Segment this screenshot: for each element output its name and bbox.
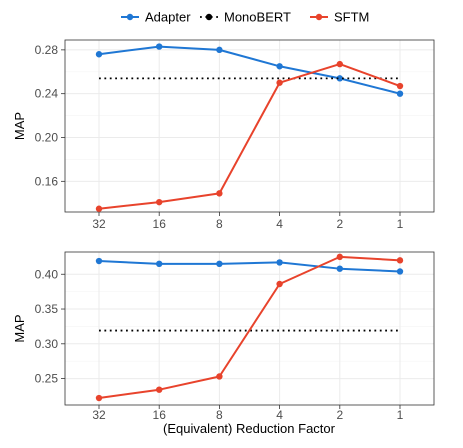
data-point-sftm [95, 205, 103, 212]
y-tick-label: 0.20 [35, 131, 59, 145]
legend-label-monobert: MonoBERT [224, 10, 291, 25]
data-point-sftm [156, 386, 163, 393]
legend-label-adapter: Adapter [145, 10, 191, 25]
chart-panel-bottom: 0.25 0.30 0.35 0.40 32 16 8 4 2 1 MAP [12, 251, 435, 422]
data-point-sftm [396, 257, 404, 264]
legend-marker-adapter [126, 13, 134, 21]
series-line-sftm [98, 255, 401, 400]
series-line-sftm [98, 63, 401, 210]
legend-label-sftm: SFTM [334, 10, 369, 25]
x-tick-label: 2 [336, 217, 343, 231]
x-tick-label: 16 [153, 408, 167, 422]
data-point-adapter [396, 90, 404, 97]
x-tick-label: 8 [216, 217, 223, 231]
panel-border [64, 39, 435, 213]
x-tick-label: 1 [397, 408, 404, 422]
data-point-adapter [95, 51, 103, 58]
data-point-sftm [336, 253, 343, 261]
data-point-adapter [156, 43, 163, 50]
y-tick-label: 0.35 [35, 302, 59, 316]
legend-marker-monobert [205, 13, 213, 21]
x-tick-label: 32 [92, 217, 106, 231]
y-tick-label: 0.24 [35, 87, 59, 101]
x-tick-label: 8 [216, 408, 223, 422]
x-tick-label: 4 [276, 217, 283, 231]
data-point-adapter [156, 260, 163, 268]
data-point-adapter [216, 46, 223, 54]
y-tick-label: 0.30 [35, 337, 59, 351]
x-tick-label: 16 [153, 217, 167, 231]
x-tick-label: 2 [336, 408, 343, 422]
y-tick-label: 0.40 [35, 267, 59, 281]
x-tick-label: 1 [397, 217, 404, 231]
legend: Adapter MonoBERT SFTM [121, 10, 369, 25]
data-point-sftm [396, 82, 404, 90]
panel-border [64, 251, 435, 406]
data-point-adapter [276, 63, 283, 70]
x-axis-title: (Equivalent) Reduction Factor [163, 421, 336, 436]
data-point-sftm [276, 280, 283, 288]
data-point-adapter [216, 260, 223, 268]
data-point-adapter [396, 268, 404, 275]
data-point-sftm [216, 190, 223, 197]
data-point-sftm [276, 79, 283, 86]
y-axis-title: MAP [12, 112, 27, 140]
series-line-adapter [98, 45, 401, 95]
y-axis-title: MAP [12, 314, 27, 342]
x-tick-label: 32 [92, 408, 106, 422]
data-point-adapter [336, 265, 343, 272]
series-line-adapter [98, 260, 401, 273]
legend-marker-sftm [315, 13, 323, 21]
y-tick-label: 0.28 [35, 43, 59, 57]
y-tick-label: 0.16 [35, 174, 59, 188]
data-point-adapter [95, 257, 103, 265]
data-point-sftm [156, 198, 163, 206]
data-point-adapter [336, 75, 343, 82]
data-point-sftm [95, 394, 103, 402]
data-point-adapter [276, 259, 283, 266]
chart-panel-top: 0.16 0.20 0.24 0.28 32 16 8 4 2 1 MAP [12, 39, 435, 231]
data-point-sftm [336, 60, 343, 68]
data-point-sftm [216, 373, 223, 380]
y-tick-label: 0.25 [35, 372, 59, 386]
x-tick-label: 4 [276, 408, 283, 422]
